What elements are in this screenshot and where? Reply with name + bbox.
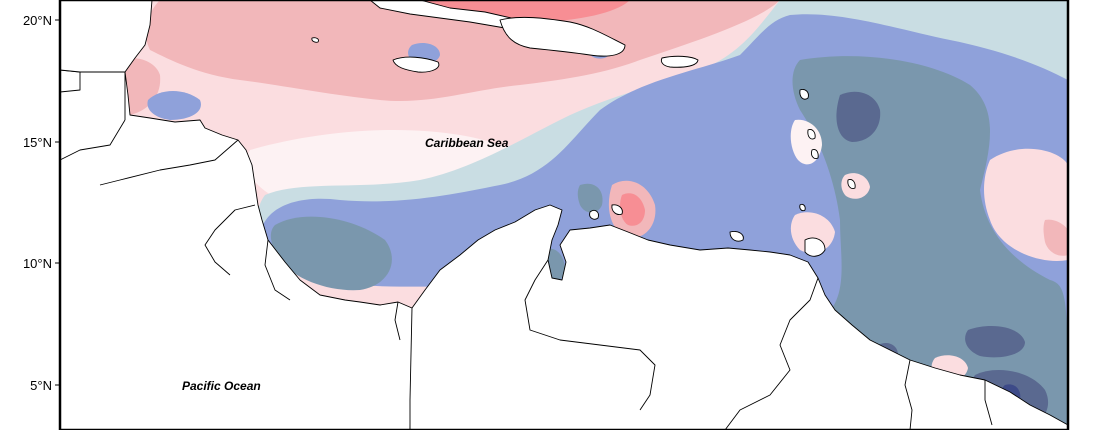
border-suriname-guiana	[984, 380, 993, 426]
field-blue-patch-honduras	[147, 91, 201, 120]
land-south-america	[409, 204, 1068, 430]
anomaly-field	[60, 0, 1068, 430]
land-puerto-rico	[660, 55, 699, 68]
border-mexico-guatemala	[60, 72, 81, 93]
plot-frame	[58, 0, 1070, 430]
field-strong-negative-west	[270, 216, 392, 291]
border-venezuela-guyana	[724, 277, 819, 430]
lat-label-20n: 20°N	[23, 13, 52, 28]
land-guadeloupe	[799, 89, 809, 100]
land-hispaniola	[499, 16, 626, 57]
land-jamaica	[392, 56, 440, 73]
lat-label-10n: 10°N	[23, 256, 52, 271]
land-curacao	[589, 209, 599, 220]
caribbean-sea-label: Caribbean Sea	[425, 136, 509, 150]
border-panama-colombia	[394, 301, 401, 341]
land-cayman	[311, 37, 319, 43]
land-masses	[60, 0, 1068, 430]
land-martinique	[807, 129, 816, 140]
latitude-axis: 20°N 15°N 10°N 5°N	[23, 13, 60, 393]
field-pink-patch-venezuela-strong	[620, 193, 645, 226]
border-costa-rica-panama	[264, 239, 291, 301]
land-margarita	[729, 231, 744, 242]
field-very-strong-negative-2	[965, 326, 1025, 358]
land-barbados	[847, 179, 856, 189]
land-grenada	[799, 203, 806, 212]
lat-label-5n: 5°N	[30, 378, 52, 393]
border-guyana-suriname	[904, 359, 913, 430]
pacific-ocean-label: Pacific Ocean	[182, 379, 261, 393]
border-honduras-nicaragua	[99, 139, 239, 186]
land-st-lucia	[811, 149, 819, 159]
field-strong-negative-central	[577, 183, 603, 213]
land-yucatan	[60, 0, 153, 73]
field-pink-patch-trinidad	[790, 212, 835, 254]
border-guatemala-honduras	[60, 119, 126, 161]
lat-label-15n: 15°N	[23, 135, 52, 150]
field-pink-patch-east-strong	[1043, 219, 1068, 256]
land-trinidad	[804, 237, 826, 257]
land-aruba	[611, 204, 623, 215]
border-colombia-venezuela	[524, 259, 656, 411]
field-north-positive	[145, 0, 781, 102]
field-very-strong-negative-1	[836, 91, 881, 142]
border-nicaragua-costa-rica	[204, 204, 256, 276]
country-borders	[60, 72, 993, 430]
